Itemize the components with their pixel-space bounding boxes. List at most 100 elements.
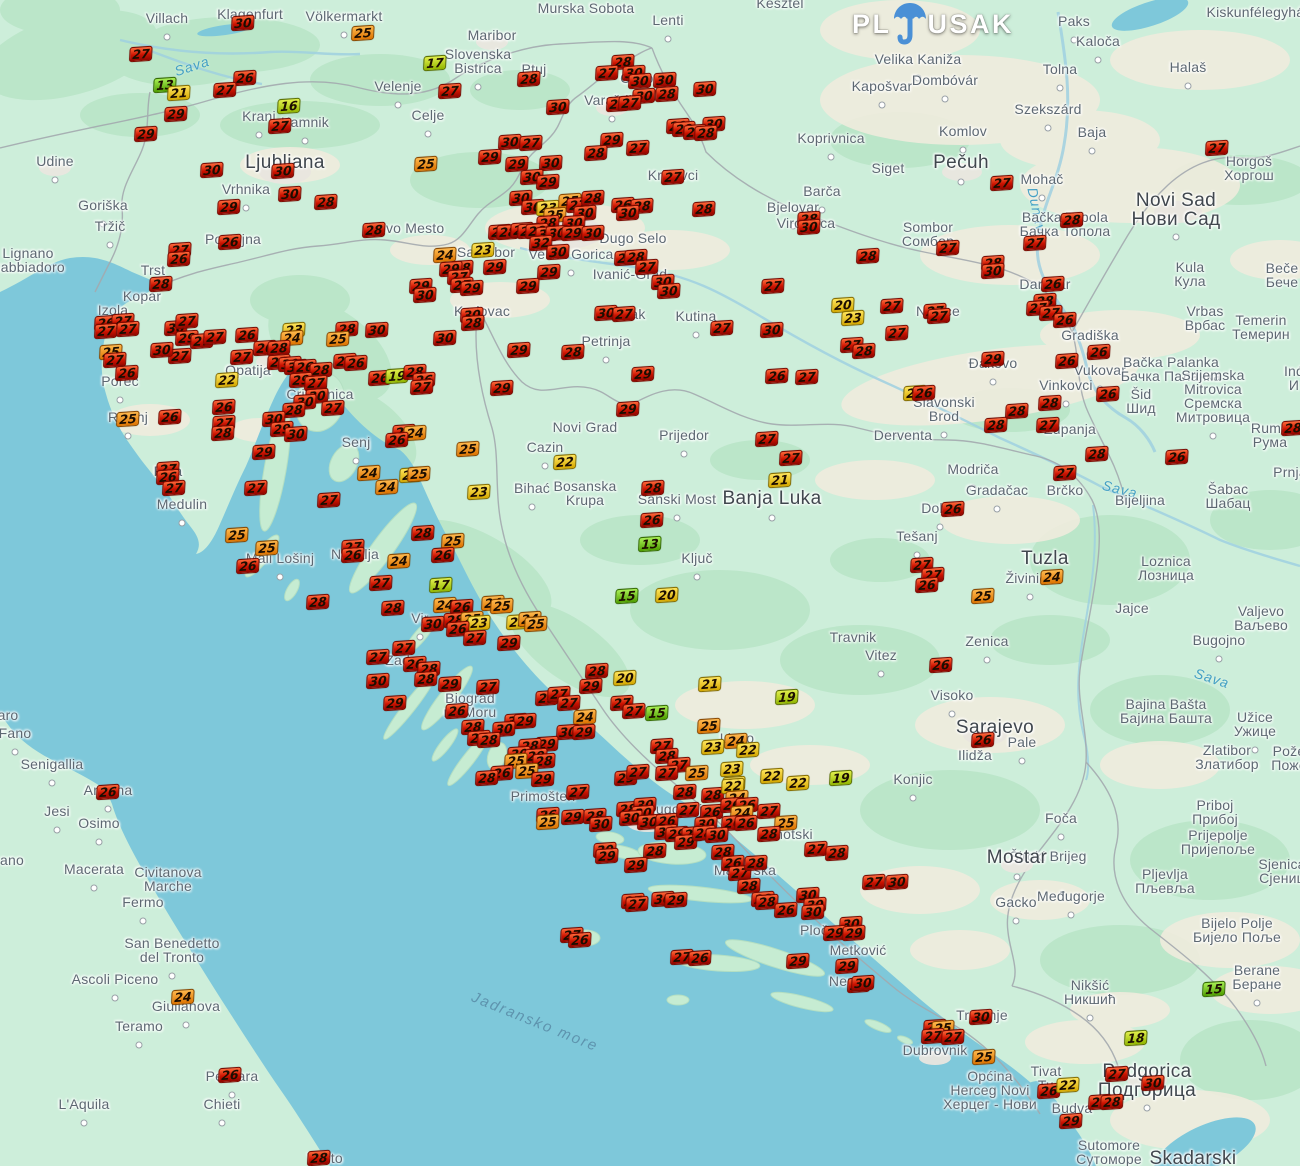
station-temperature-marker[interactable]: 30 bbox=[796, 218, 822, 236]
station-temperature-marker[interactable]: 27 bbox=[316, 491, 342, 509]
station-temperature-marker[interactable]: 28 bbox=[413, 670, 439, 688]
station-temperature-marker[interactable]: 27 bbox=[409, 378, 435, 396]
station-temperature-marker[interactable]: 29 bbox=[163, 105, 189, 123]
station-temperature-marker[interactable]: 29 bbox=[459, 279, 485, 297]
station-temperature-marker[interactable]: 27 bbox=[617, 94, 643, 112]
station-temperature-marker[interactable]: 30 bbox=[412, 286, 438, 304]
station-temperature-marker[interactable]: 27 bbox=[518, 134, 544, 152]
station-temperature-marker[interactable]: 20 bbox=[612, 669, 638, 687]
station-temperature-marker[interactable]: 27 bbox=[115, 320, 141, 338]
station-temperature-marker[interactable]: 27 bbox=[794, 368, 820, 386]
station-temperature-marker[interactable]: 28 bbox=[516, 70, 542, 88]
station-temperature-marker[interactable]: 27 bbox=[594, 64, 620, 82]
station-temperature-marker[interactable]: 29 bbox=[594, 847, 620, 865]
station-temperature-marker[interactable]: 29 bbox=[663, 891, 689, 909]
station-temperature-marker[interactable]: 29 bbox=[512, 712, 538, 730]
station-temperature-marker[interactable]: 27 bbox=[754, 430, 780, 448]
station-temperature-marker[interactable]: 27 bbox=[243, 479, 269, 497]
station-temperature-marker[interactable]: 25 bbox=[325, 330, 351, 348]
station-temperature-marker[interactable]: 30 bbox=[149, 341, 175, 359]
station-temperature-marker[interactable]: 30 bbox=[884, 873, 910, 891]
station-temperature-marker[interactable]: 21 bbox=[767, 471, 793, 489]
station-temperature-marker[interactable]: 25 bbox=[696, 717, 722, 735]
station-temperature-marker[interactable]: 26 bbox=[928, 656, 954, 674]
station-temperature-marker[interactable]: 28 bbox=[580, 189, 606, 207]
station-temperature-marker[interactable]: 26 bbox=[914, 576, 940, 594]
station-temperature-marker[interactable]: 13 bbox=[637, 535, 663, 553]
station-temperature-marker[interactable]: 29 bbox=[496, 634, 522, 652]
station-temperature-marker[interactable]: 28 bbox=[1280, 419, 1300, 437]
station-temperature-marker[interactable]: 27 bbox=[320, 399, 346, 417]
station-temperature-marker[interactable]: 27 bbox=[709, 319, 735, 337]
station-temperature-marker[interactable]: 29 bbox=[506, 341, 532, 359]
station-temperature-marker[interactable]: 25 bbox=[684, 764, 710, 782]
station-temperature-marker[interactable]: 27 bbox=[760, 277, 786, 295]
station-temperature-marker[interactable]: 29 bbox=[216, 198, 242, 216]
station-temperature-marker[interactable]: 30 bbox=[545, 98, 571, 116]
station-temperature-marker[interactable]: 28 bbox=[672, 783, 698, 801]
station-temperature-marker[interactable]: 30 bbox=[283, 425, 309, 443]
station-temperature-marker[interactable]: 27 bbox=[462, 629, 488, 647]
station-temperature-marker[interactable]: 26 bbox=[1095, 385, 1121, 403]
station-temperature-marker[interactable]: 25 bbox=[970, 587, 996, 605]
station-temperature-marker[interactable]: 19 bbox=[774, 688, 800, 706]
station-temperature-marker[interactable]: 30 bbox=[364, 321, 390, 339]
station-temperature-marker[interactable]: 15 bbox=[614, 587, 640, 605]
station-temperature-marker[interactable]: 26 bbox=[340, 546, 366, 564]
station-temperature-marker[interactable]: 23 bbox=[719, 760, 745, 778]
station-temperature-marker[interactable]: 28 bbox=[1037, 394, 1063, 412]
station-temperature-marker[interactable]: 30 bbox=[968, 1008, 994, 1026]
station-temperature-marker[interactable]: 27 bbox=[1052, 464, 1078, 482]
station-temperature-marker[interactable]: 28 bbox=[305, 593, 331, 611]
station-temperature-marker[interactable]: 27 bbox=[212, 81, 238, 99]
station-temperature-marker[interactable]: 27 bbox=[391, 639, 417, 657]
station-temperature-marker[interactable]: 26 bbox=[773, 901, 799, 919]
station-temperature-marker[interactable]: 25 bbox=[224, 526, 250, 544]
station-temperature-marker[interactable]: 27 bbox=[634, 258, 660, 276]
station-temperature-marker[interactable]: 30 bbox=[365, 672, 391, 690]
station-temperature-marker[interactable]: 24 bbox=[170, 988, 196, 1006]
station-temperature-marker[interactable]: 30 bbox=[545, 243, 571, 261]
station-temperature-marker[interactable]: 29 bbox=[535, 173, 561, 191]
station-temperature-marker[interactable]: 26 bbox=[940, 500, 966, 518]
station-temperature-marker[interactable]: 26 bbox=[430, 546, 456, 564]
station-temperature-marker[interactable]: 28 bbox=[1099, 1093, 1125, 1111]
station-temperature-marker[interactable]: 27 bbox=[1035, 416, 1061, 434]
station-temperature-marker[interactable]: 28 bbox=[691, 200, 717, 218]
station-temperature-marker[interactable]: 26 bbox=[211, 398, 237, 416]
station-temperature-marker[interactable]: 26 bbox=[384, 431, 410, 449]
station-temperature-marker[interactable]: 22 bbox=[552, 453, 578, 471]
station-temperature-marker[interactable]: 29 bbox=[489, 379, 515, 397]
station-temperature-marker[interactable]: 26 bbox=[1054, 352, 1080, 370]
station-temperature-marker[interactable]: 25 bbox=[535, 813, 561, 831]
station-temperature-marker[interactable]: 18 bbox=[1123, 1029, 1149, 1047]
station-temperature-marker[interactable]: 17 bbox=[422, 54, 448, 72]
station-temperature-marker[interactable]: 27 bbox=[861, 873, 887, 891]
station-temperature-marker[interactable]: 30 bbox=[420, 615, 446, 633]
station-temperature-marker[interactable]: 28 bbox=[693, 124, 719, 142]
station-temperature-marker[interactable]: 30 bbox=[615, 204, 641, 222]
station-temperature-marker[interactable]: 27 bbox=[989, 174, 1015, 192]
station-temperature-marker[interactable]: 28 bbox=[640, 479, 666, 497]
station-temperature-marker[interactable]: 27 bbox=[202, 328, 228, 346]
station-temperature-marker[interactable]: 30 bbox=[850, 974, 876, 992]
station-temperature-marker[interactable]: 27 bbox=[93, 322, 119, 340]
station-temperature-marker[interactable]: 17 bbox=[428, 576, 454, 594]
station-temperature-marker[interactable]: 29 bbox=[630, 365, 656, 383]
station-temperature-marker[interactable]: 30 bbox=[230, 14, 256, 32]
station-temperature-marker[interactable]: 25 bbox=[350, 24, 376, 42]
station-temperature-marker[interactable]: 26 bbox=[639, 511, 665, 529]
station-temperature-marker[interactable]: 27 bbox=[565, 783, 591, 801]
station-temperature-marker[interactable]: 26 bbox=[1052, 311, 1078, 329]
station-temperature-marker[interactable]: 25 bbox=[413, 155, 439, 173]
station-temperature-marker[interactable]: 28 bbox=[313, 193, 339, 211]
station-temperature-marker[interactable]: 25 bbox=[455, 440, 481, 458]
station-temperature-marker[interactable]: 25 bbox=[406, 465, 432, 483]
station-temperature-marker[interactable]: 26 bbox=[166, 250, 192, 268]
station-temperature-marker[interactable]: 27 bbox=[926, 307, 952, 325]
station-temperature-marker[interactable]: 23 bbox=[470, 241, 496, 259]
station-temperature-marker[interactable]: 19 bbox=[828, 769, 854, 787]
station-temperature-marker[interactable]: 30 bbox=[199, 161, 225, 179]
station-temperature-marker[interactable]: 27 bbox=[365, 648, 391, 666]
